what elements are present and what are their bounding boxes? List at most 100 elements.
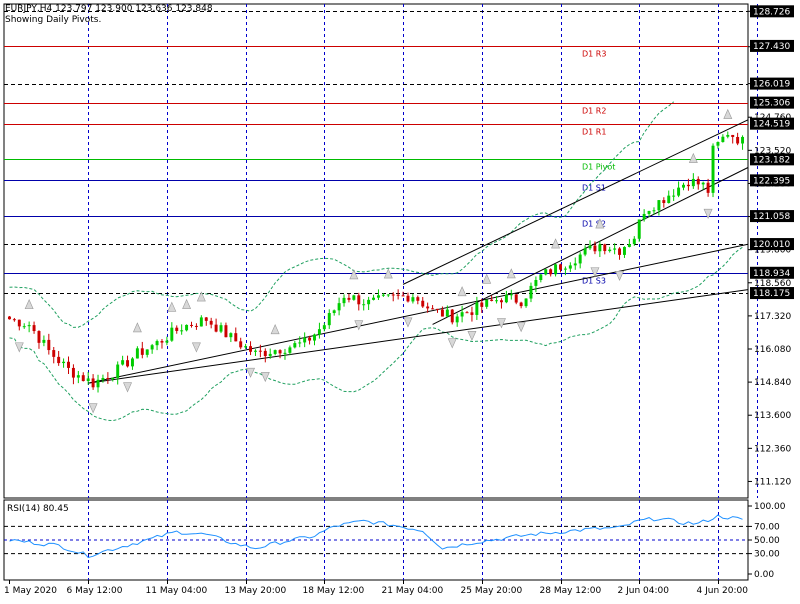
- candle-body: [529, 285, 533, 299]
- candle-body: [42, 339, 46, 343]
- candle-body: [706, 182, 710, 193]
- candle-body: [485, 299, 489, 307]
- fractal-down-marker: [447, 338, 457, 349]
- candle-body: [155, 341, 159, 346]
- candle-body: [499, 300, 503, 303]
- candle-body: [495, 300, 499, 302]
- candle-body: [283, 352, 287, 354]
- candle-body: [657, 200, 661, 211]
- candle-body: [303, 337, 307, 343]
- candle-body: [234, 333, 238, 342]
- x-tick-label: 28 May 12:00: [540, 586, 602, 596]
- candle-body: [465, 312, 469, 314]
- candle-body: [86, 378, 90, 382]
- pivot-label: D1 R2: [582, 107, 606, 116]
- axis-price-highlight: [750, 117, 794, 130]
- candle-body: [603, 244, 607, 252]
- candle-body: [391, 294, 395, 296]
- candle-body: [563, 268, 567, 270]
- candle-body: [372, 297, 376, 300]
- fractal-up-marker: [506, 268, 516, 279]
- fractal-up-marker: [196, 291, 206, 302]
- axis-price-highlight: [750, 266, 794, 279]
- y-tick-label: 117.320: [754, 312, 791, 322]
- fractal-down-marker: [123, 382, 133, 393]
- candle-body: [524, 298, 528, 307]
- candle-body: [593, 245, 597, 252]
- candle-body: [214, 324, 218, 332]
- candle-body: [686, 184, 690, 187]
- fractal-down-marker: [246, 367, 256, 378]
- candle-body: [298, 342, 302, 344]
- fractal-down-marker: [703, 208, 713, 219]
- pivot-note: Showing Daily Pivots.: [5, 15, 102, 25]
- fractal-down-marker: [516, 322, 526, 333]
- axis-price-highlight: [750, 210, 794, 223]
- candle-body: [736, 136, 740, 144]
- symbol-info: EURJPY,H4 123.797 123.900 123.636 123.84…: [5, 4, 213, 14]
- axis-price-highlight: [750, 238, 794, 251]
- axis-price-highlight: [750, 5, 794, 18]
- candle-body: [637, 219, 641, 239]
- fractal-down-marker: [615, 270, 625, 282]
- candle-body: [445, 309, 449, 317]
- rsi-y-tick-label: 0.00: [754, 570, 774, 580]
- candle-body: [711, 145, 715, 193]
- pivot-label: D1 S3: [582, 277, 606, 286]
- axis-price-highlight-label: 125.306: [753, 99, 790, 109]
- candle-body: [165, 340, 169, 343]
- candle-body: [716, 142, 720, 146]
- axis-price-highlight-label: 126.019: [753, 80, 790, 90]
- candle-body: [682, 184, 685, 188]
- candle-body: [554, 264, 558, 275]
- candle-body: [613, 248, 617, 250]
- fractal-down-marker: [467, 331, 477, 342]
- axis-price-highlight: [750, 77, 794, 90]
- candle-body: [209, 320, 213, 325]
- candle-body: [22, 326, 26, 328]
- candle-body: [229, 333, 233, 338]
- axis-price-highlight-label: 118.934: [753, 269, 790, 279]
- candle-body: [470, 312, 474, 315]
- rsi-y-tick-label: 50.00: [754, 536, 780, 546]
- fractal-up-marker: [688, 152, 698, 163]
- candle-body: [632, 238, 636, 245]
- candle-body: [455, 316, 459, 323]
- candle-body: [322, 325, 326, 330]
- candle-body: [57, 356, 61, 364]
- candle-body: [440, 309, 444, 317]
- candle-body: [475, 302, 479, 315]
- y-tick-label: 114.840: [754, 378, 791, 388]
- candle-body: [622, 246, 626, 255]
- x-tick-label: 11 May 04:00: [146, 586, 208, 596]
- candle-body: [160, 341, 164, 343]
- candle-body: [731, 134, 735, 137]
- fractal-up-marker: [132, 322, 142, 333]
- rsi-y-tick-label: 70.00: [754, 522, 780, 532]
- candle-body: [583, 248, 587, 255]
- candle-body: [170, 327, 174, 341]
- x-tick-label: 2 Jun 04:00: [618, 586, 670, 596]
- candle-body: [7, 316, 11, 320]
- candle-body: [376, 295, 380, 298]
- axis-price-highlight: [750, 39, 794, 52]
- candle-body: [367, 299, 371, 305]
- candle-body: [381, 294, 385, 296]
- candle-body: [126, 360, 130, 367]
- axis-price-highlight-label: 122.395: [753, 176, 790, 186]
- candle-body: [667, 195, 671, 204]
- candle-body: [332, 310, 336, 314]
- candle-body: [71, 367, 75, 378]
- candle-body: [313, 334, 316, 341]
- candle-body: [249, 346, 253, 352]
- fractal-down-marker: [191, 342, 201, 353]
- envelope-upper: [9, 101, 675, 328]
- candle-body: [96, 379, 100, 388]
- candle-body: [691, 178, 695, 187]
- candle-body: [726, 134, 730, 137]
- candle-body: [431, 308, 435, 310]
- candle-body: [204, 317, 208, 321]
- candle-body: [618, 248, 622, 255]
